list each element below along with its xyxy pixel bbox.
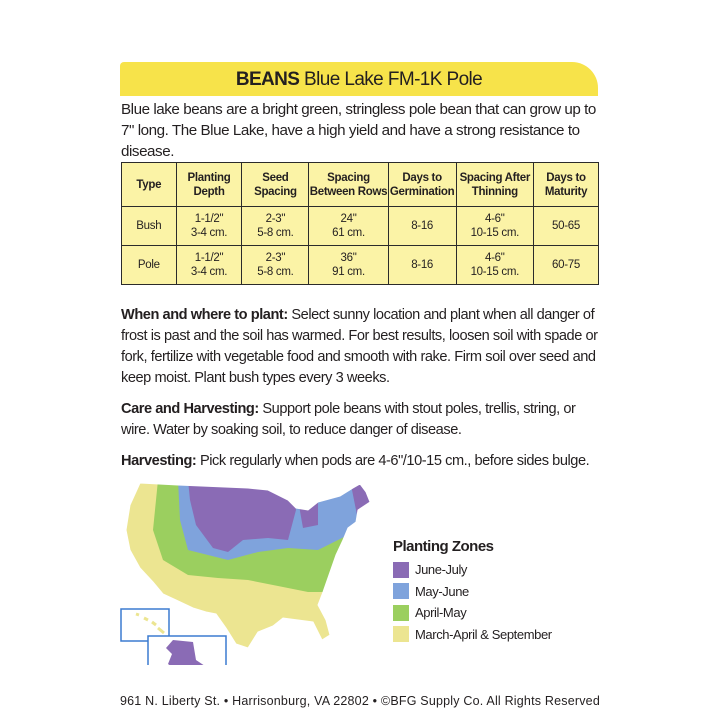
title-bold: BEANS (235, 69, 300, 90)
cell-line: 1-1/2" (194, 252, 224, 264)
table-cell: 2-3" 5-8 cm. (241, 206, 310, 246)
table-row: Pole 1-1/2" 3-4 cm. 2-3" 5-8 cm. 36" 91 cm. 8-1… (121, 245, 599, 285)
header-line: Thinning (471, 185, 518, 198)
column-header: Days to Maturity (533, 162, 599, 207)
column-header: Planting Depth (175, 162, 243, 207)
cell-line: 5-8 cm. (257, 227, 294, 239)
table-cell: 1-1/2" 3-4 cm. (175, 206, 243, 246)
harvesting-section: Harvesting: Pick regularly when pods are… (121, 451, 601, 472)
table-cell: 36" 91 cm. (308, 245, 389, 285)
planting-zones-legend: Planting Zones June-July May-June April-Ma… (393, 538, 552, 645)
cell-line: 61 cm. (332, 227, 365, 239)
header-line: Germination (389, 185, 455, 198)
cell-line: 60-75 (552, 259, 580, 271)
section-text: Support pole beans with stout poles, tre… (121, 401, 576, 438)
section-heading: Care and Harvesting: (121, 401, 259, 417)
cell-line: 8-16 (411, 259, 434, 271)
header-line: Planting (187, 171, 231, 184)
table-cell: 24" 61 cm. (308, 206, 389, 246)
alaska-shape (166, 640, 204, 665)
header-line: Seed (262, 171, 289, 184)
us-outline (125, 482, 371, 649)
header-line: Days to (546, 171, 586, 184)
legend-title: Planting Zones (393, 538, 494, 555)
section-heading: Harvesting: (121, 453, 197, 469)
when-where-section: When and where to plant: Select sunny lo… (121, 305, 601, 389)
cell-line: 4-6" (485, 252, 505, 264)
table-header-row: Type Planting Depth Seed Spacing Spacing Betwe… (121, 162, 599, 207)
section-heading: When and where to plant: (121, 307, 288, 323)
header-line: Spacing After (459, 171, 531, 184)
table-cell: Bush (121, 206, 177, 246)
cell-line: 5-8 cm. (257, 266, 294, 278)
cell-line: 2-3" (265, 252, 286, 264)
header-line: Type (136, 178, 162, 191)
table-cell: 4-6" 10-15 cm. (455, 206, 535, 246)
us-planting-zone-map (120, 482, 371, 665)
cell-line: 1-1/2" (194, 213, 224, 225)
header-line: Maturity (544, 185, 588, 198)
legend-item: June-July (393, 559, 552, 581)
cell-line: 3-4 cm. (190, 266, 228, 278)
header-line: Spacing (327, 171, 370, 184)
table-cell: Pole (121, 245, 177, 285)
cell-line: 24" (340, 213, 357, 225)
cell-line: 3-4 cm. (190, 227, 228, 239)
legend-swatch (393, 626, 409, 643)
table-cell: 50-65 (533, 206, 599, 246)
title-variety: Blue Lake FM-1K Pole (304, 69, 483, 90)
legend-swatch (393, 604, 409, 621)
description: Blue lake beans are a bright green, stri… (121, 101, 596, 160)
table-cell: 8-16 (387, 206, 457, 246)
legend-item: April-May (393, 602, 552, 624)
care-section: Care and Harvesting: Support pole beans … (121, 399, 601, 441)
legend-label: May-June (415, 583, 469, 599)
footer-address: 961 N. Liberty St. • Harrisonburg, VA 22… (120, 694, 600, 708)
hawaii-islands (135, 612, 165, 635)
table-cell: 60-75 (533, 245, 599, 285)
table-cell: 1-1/2" 3-4 cm. (175, 245, 243, 285)
legend-swatch (393, 583, 409, 600)
cell-line: Pole (137, 259, 160, 271)
table-cell: 8-16 (387, 245, 457, 285)
legend-swatch (393, 561, 409, 578)
table-cell: 4-6" 10-15 cm. (455, 245, 535, 285)
cell-line: 8-16 (411, 220, 434, 232)
legend-item: May-June (393, 581, 552, 603)
header-line: Between Rows (309, 185, 388, 198)
section-text: Pick regularly when pods are 4-6"/10-15 … (196, 453, 590, 469)
cell-line: 10-15 cm. (470, 266, 520, 278)
legend-label: April-May (415, 605, 467, 621)
zone-june-july-north (188, 483, 296, 552)
column-header: Type (121, 162, 177, 207)
section-text: Select sunny location and plant when all… (121, 307, 598, 386)
cell-line: 91 cm. (332, 266, 365, 278)
column-header: Spacing Between Rows (308, 162, 389, 207)
planting-table: Type Planting Depth Seed Spacing Spacing Betwe… (121, 162, 599, 285)
cell-line: 36" (340, 252, 357, 264)
cell-line: 50-65 (552, 220, 580, 232)
cell-line: 10-15 cm. (470, 227, 520, 239)
cell-line: 2-3" (265, 213, 286, 225)
table-cell: 2-3" 5-8 cm. (241, 245, 310, 285)
table-body: Bush 1-1/2" 3-4 cm. 2-3" 5-8 cm. 24" 61 cm. 8-1… (121, 206, 599, 285)
column-header: Days to Germination (387, 162, 457, 207)
cell-line: 4-6" (485, 213, 505, 225)
column-header: Spacing After Thinning (455, 162, 535, 207)
header-line: Days to (402, 171, 442, 184)
legend-label: March-April & September (415, 626, 552, 642)
column-header: Seed Spacing (241, 162, 310, 207)
legend-item: March-April & September (393, 624, 552, 646)
table-row: Bush 1-1/2" 3-4 cm. 2-3" 5-8 cm. 24" 61 cm. 8-1… (121, 206, 599, 246)
cell-line: Bush (136, 220, 162, 232)
legend-label: June-July (415, 562, 468, 578)
title-banner: BEANS Blue Lake FM-1K Pole (120, 62, 598, 96)
header-line: Depth (193, 185, 225, 198)
header-line: Spacing (254, 185, 297, 198)
